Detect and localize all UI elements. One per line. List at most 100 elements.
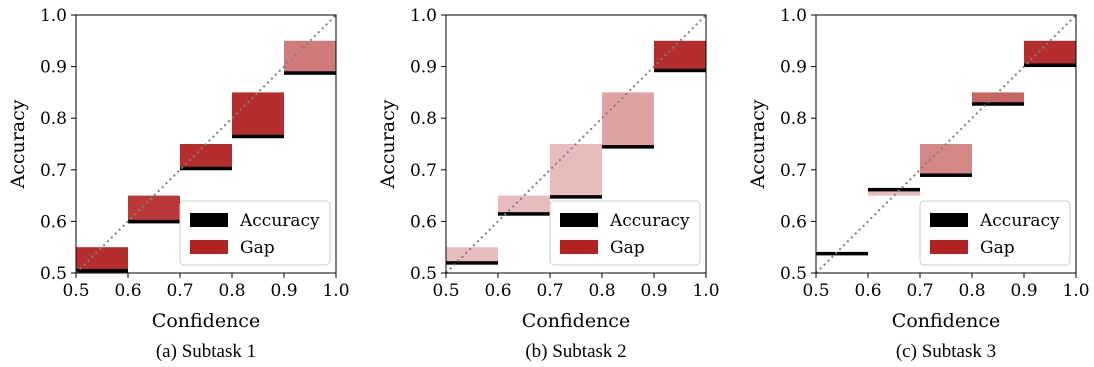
gap-bar-5 — [284, 40, 336, 73]
x-tick-label: 0.8 — [588, 281, 615, 301]
y-tick-label: 0.7 — [780, 161, 807, 181]
legend: Accuracy Gap — [919, 200, 1071, 266]
y-tick-label: 1.0 — [780, 6, 807, 26]
legend-label-accuracy: Accuracy — [239, 211, 320, 231]
x-tick-label: 0.7 — [906, 281, 933, 301]
gap-bar-4 — [602, 92, 654, 147]
diagonal-reference-line — [75, 14, 337, 274]
accuracy-bar-3 — [550, 195, 602, 199]
legend-label-gap: Gap — [240, 238, 275, 258]
accuracy-bar-4 — [602, 145, 654, 149]
y-tick-label: 0.9 — [780, 58, 807, 78]
y-tick-label: 0.8 — [780, 109, 807, 129]
plot-frame — [75, 14, 337, 274]
y-tick-label: 0.8 — [410, 109, 437, 129]
y-tick-label: 0.7 — [40, 161, 67, 181]
accuracy-bar-5 — [284, 71, 336, 75]
accuracy-bar-4 — [232, 134, 284, 139]
gap-bar-2 — [868, 189, 920, 196]
x-tick-label: 0.8 — [218, 281, 245, 301]
x-tick-label: 0.6 — [114, 281, 141, 301]
y-tick-label: 0.9 — [410, 58, 437, 78]
legend: Accuracy Gap — [179, 200, 331, 266]
chart-panel-3: 0.5 0.6 0.7 0.8 0.9 1.0 0.5 0.6 0.7 0.8 0.9 1.0 Conf… — [747, 6, 1090, 362]
y-axis-label: Accuracy — [747, 99, 769, 189]
x-tick-label: 0.5 — [802, 281, 829, 301]
y-tick-label: 1.0 — [410, 6, 437, 26]
diagonal-reference-line — [445, 14, 707, 274]
legend: Accuracy Gap — [549, 200, 701, 266]
y-axis-label: Accuracy — [7, 99, 29, 189]
gap-bar-4 — [972, 92, 1024, 104]
gap-bar-1 — [76, 247, 128, 271]
y-tick-label: 0.9 — [40, 58, 67, 78]
accuracy-bar-5 — [654, 68, 706, 73]
x-tick-label: 1.0 — [322, 281, 349, 301]
x-tick-label: 0.9 — [640, 281, 667, 301]
accuracy-bar-1 — [76, 268, 128, 273]
legend-label-accuracy: Accuracy — [609, 211, 690, 231]
legend-label-gap: Gap — [610, 238, 645, 258]
gap-bar-4 — [232, 92, 284, 137]
y-tick-label: 0.5 — [780, 264, 807, 284]
accuracy-bar-5 — [1024, 63, 1076, 68]
y-tick-label: 0.8 — [40, 109, 67, 129]
y-tick-label: 1.0 — [40, 6, 67, 26]
x-tick-label: 0.6 — [484, 281, 511, 301]
gap-bar-2 — [498, 195, 550, 214]
legend-swatch-accuracy — [560, 213, 598, 227]
accuracy-bar-1 — [816, 251, 868, 256]
accuracy-bar-1 — [446, 261, 498, 265]
chart-panel-1: 0.5 0.6 0.7 0.8 0.9 1.0 0.5 0.6 0.7 0.8 0.9 1.0 Conf… — [7, 6, 350, 362]
gap-bar-3 — [180, 144, 232, 169]
x-tick-label: 1.0 — [692, 281, 719, 301]
accuracy-bar-2 — [868, 187, 920, 192]
accuracy-bar-2 — [128, 219, 180, 224]
plot-area — [816, 40, 1076, 256]
plot-area — [76, 40, 336, 273]
legend-label-accuracy: Accuracy — [979, 211, 1060, 231]
accuracy-bar-3 — [180, 166, 232, 171]
diagonal-reference-line — [815, 14, 1077, 274]
plot-area — [446, 40, 706, 265]
gap-bar-5 — [654, 40, 706, 71]
legend-swatch-gap — [930, 240, 968, 254]
legend-swatch-accuracy — [190, 213, 228, 227]
subfigure-caption: (b) Subtask 2 — [525, 341, 626, 362]
x-tick-label: 0.9 — [270, 281, 297, 301]
chart-panel-2: 0.5 0.6 0.7 0.8 0.9 1.0 0.5 0.6 0.7 0.8 0.9 1.0 Conf… — [377, 6, 720, 362]
y-tick-label: 0.6 — [410, 212, 437, 232]
y-tick-label: 0.7 — [410, 161, 437, 181]
legend-label-gap: Gap — [980, 238, 1015, 258]
x-tick-label: 0.9 — [1010, 281, 1037, 301]
y-tick-label: 0.5 — [410, 264, 437, 284]
y-tick-label: 0.6 — [780, 212, 807, 232]
y-tick-label: 0.6 — [40, 212, 67, 232]
gap-bar-3 — [550, 144, 602, 197]
x-tick-label: 0.5 — [62, 281, 89, 301]
plot-frame — [445, 14, 707, 274]
x-axis-label: Confidence — [522, 310, 630, 332]
legend-swatch-gap — [190, 240, 228, 254]
x-tick-label: 0.7 — [166, 281, 193, 301]
accuracy-bar-3 — [920, 173, 972, 177]
gap-bar-2 — [128, 195, 180, 222]
gap-bar-3 — [920, 144, 972, 175]
accuracy-bar-4 — [972, 102, 1024, 106]
x-tick-label: 0.6 — [854, 281, 881, 301]
y-axis-label: Accuracy — [377, 99, 399, 189]
x-axis-label: Confidence — [892, 310, 1000, 332]
legend-swatch-gap — [560, 240, 598, 254]
x-tick-label: 0.7 — [536, 281, 563, 301]
gap-bar-5 — [1024, 40, 1076, 66]
legend-swatch-accuracy — [930, 213, 968, 227]
x-tick-label: 0.8 — [958, 281, 985, 301]
plot-frame — [815, 14, 1077, 274]
x-axis-label: Confidence — [152, 310, 260, 332]
gap-bar-1 — [446, 247, 498, 263]
x-tick-label: 1.0 — [1062, 281, 1089, 301]
y-tick-label: 0.5 — [40, 264, 67, 284]
subfigure-caption: (a) Subtask 1 — [156, 341, 256, 362]
accuracy-bar-2 — [498, 212, 550, 216]
